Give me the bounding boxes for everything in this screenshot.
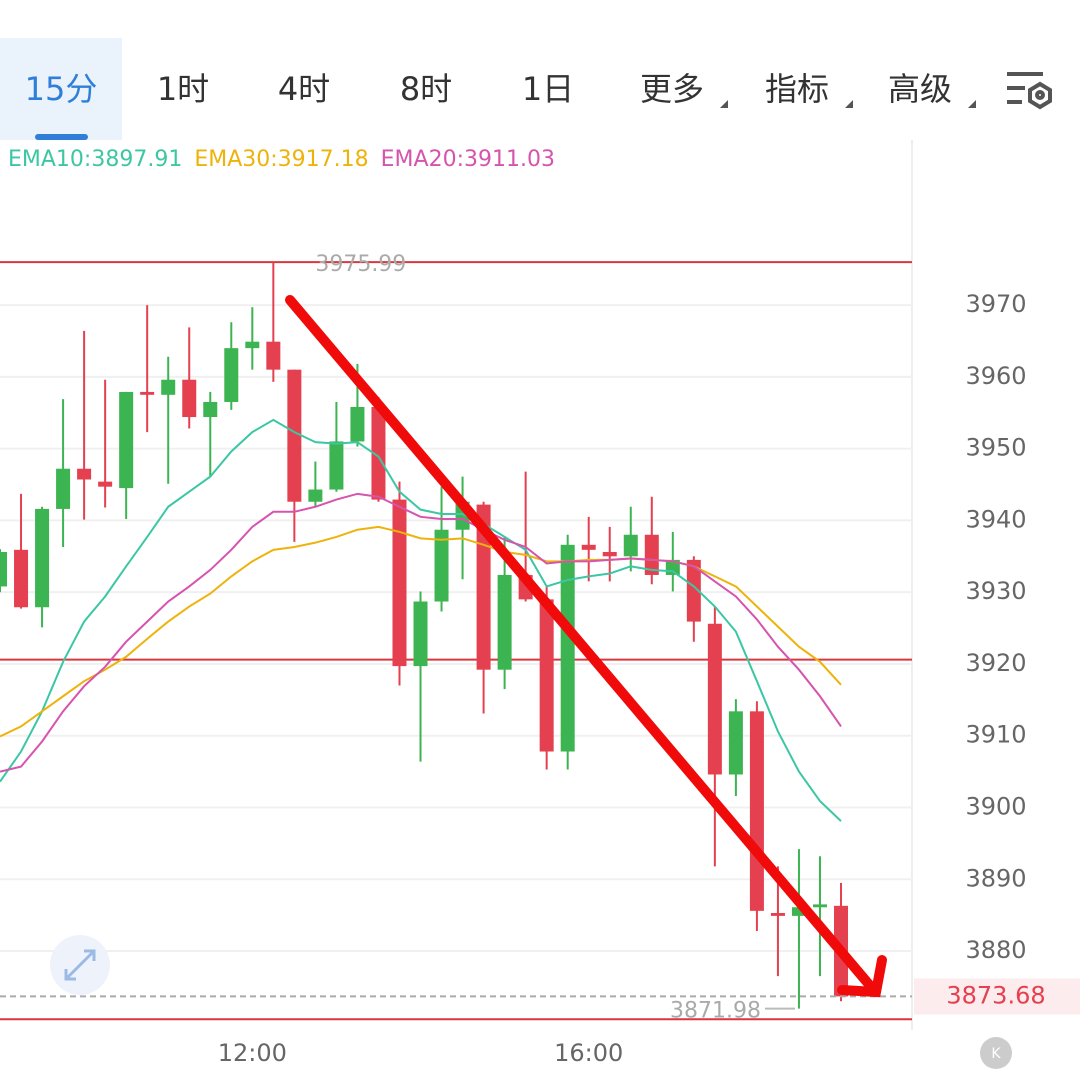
candle-body: [623, 534, 638, 557]
max-label: 3975.99: [315, 252, 406, 277]
tab-icon[interactable]: [1007, 72, 1052, 110]
candle-body: [371, 407, 386, 500]
candle-body: [581, 544, 596, 550]
tab[interactable]: 8时: [400, 70, 452, 108]
candle-body: [560, 544, 575, 752]
candle-body: [707, 623, 722, 775]
ema-line: [0, 492, 842, 773]
tab-dropdown: [968, 100, 976, 108]
x-tick-label: 16:00: [554, 1039, 623, 1067]
candle-body: [14, 549, 29, 608]
candle-body: [644, 534, 659, 575]
candle-body: [98, 481, 113, 487]
candle-body: [161, 379, 176, 395]
candle-body: [497, 574, 512, 670]
tab[interactable]: 15分: [25, 70, 98, 108]
tab[interactable]: 指标: [765, 70, 829, 108]
tab[interactable]: 1时: [157, 70, 209, 108]
tab-dropdown: [845, 100, 853, 108]
candle-body: [245, 341, 260, 349]
candle-body: [266, 341, 281, 370]
min-label: 3871.98: [670, 999, 761, 1024]
expand-icon: [64, 949, 96, 981]
y-tick-label: 3960: [965, 362, 1026, 390]
candle-body: [224, 348, 239, 402]
candle-body: [0, 551, 8, 587]
ema-line: [0, 525, 842, 738]
tab[interactable]: 更多: [640, 70, 704, 108]
candle-body: [791, 907, 806, 916]
candle-body: [728, 711, 743, 775]
kline-button[interactable]: [980, 1037, 1012, 1069]
candle-body: [812, 904, 827, 908]
candle-body: [140, 391, 155, 395]
y-tick-label: 3950: [965, 434, 1026, 462]
candle-body: [434, 529, 449, 602]
candle-body: [287, 369, 302, 502]
candle-body: [308, 489, 323, 502]
candle-body: [203, 401, 218, 418]
tab[interactable]: 高级: [888, 70, 952, 108]
candle-body: [35, 508, 50, 608]
trend-arrow: [285, 295, 887, 998]
candle-body: [119, 391, 134, 489]
active-tab-bg: [0, 38, 122, 140]
candle-body: [413, 601, 428, 667]
candle-body: [749, 711, 764, 911]
y-tick-label: 3920: [965, 649, 1026, 677]
x-tick-label: 12:00: [218, 1039, 287, 1067]
candle-body: [392, 499, 407, 667]
y-tick-label: 3970: [965, 290, 1026, 318]
candle-body: [539, 599, 554, 752]
kline-icon: K: [991, 1046, 1001, 1062]
candle-body: [350, 407, 365, 442]
tab[interactable]: 4时: [278, 70, 330, 108]
candle-body: [77, 468, 92, 480]
candle-body: [182, 379, 197, 418]
legend-entry: EMA20:3911.03: [381, 147, 555, 172]
candle-body: [56, 468, 71, 509]
candle-body: [686, 559, 701, 622]
legend-entry: EMA10:3897.91: [8, 147, 182, 172]
last-price-tag: [914, 978, 1080, 1015]
candle-body: [770, 913, 785, 916]
y-tick-label: 3940: [965, 505, 1026, 533]
y-tick-label: 3930: [965, 577, 1026, 605]
y-tick-label: 3900: [965, 793, 1026, 821]
y-tick-label: 3880: [965, 936, 1026, 964]
last-price-label: 3873.68: [946, 981, 1045, 1009]
tab[interactable]: 1日: [522, 70, 574, 108]
legend-entry: EMA30:3917.18: [194, 147, 368, 172]
candle-body: [329, 441, 344, 490]
tab-dropdown: [720, 100, 728, 108]
candle-body: [602, 551, 617, 557]
active-tab-bar: [35, 134, 88, 140]
y-tick-label: 3910: [965, 721, 1026, 749]
ema-line: [0, 418, 842, 822]
y-tick-label: 3890: [965, 864, 1026, 892]
